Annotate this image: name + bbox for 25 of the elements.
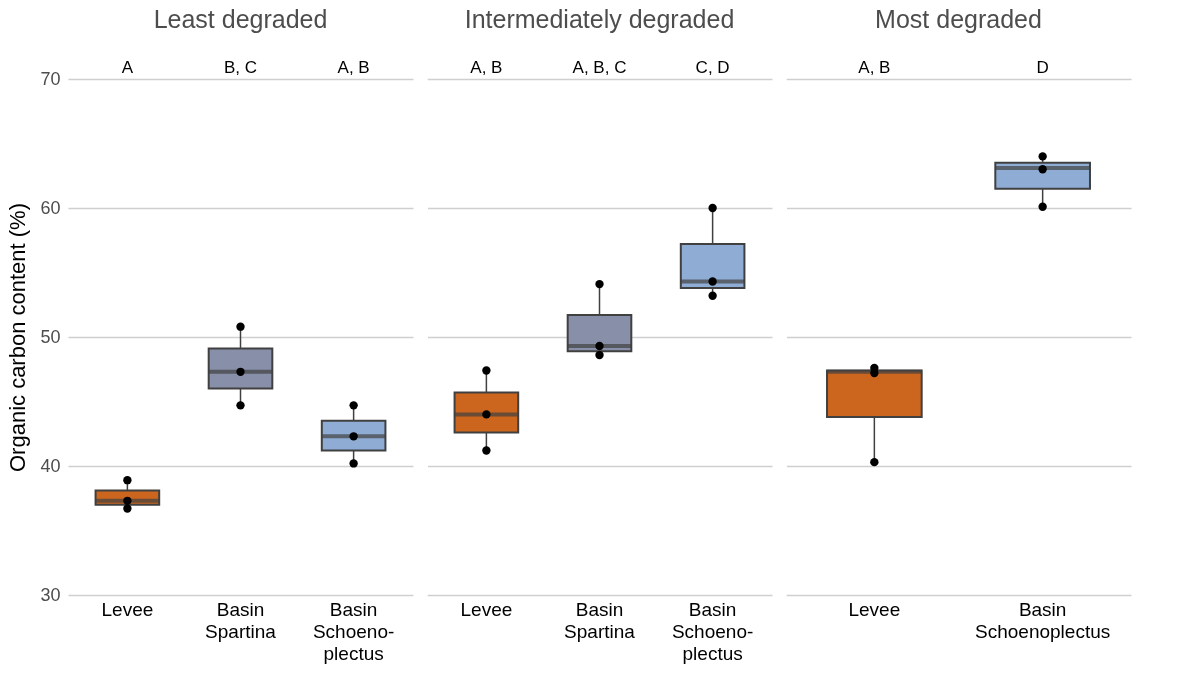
y-tick-label: 30 (40, 584, 61, 605)
y-axis-title: Organic carbon content (%) (5, 202, 31, 473)
chart-title: Intermediately degraded (464, 5, 735, 33)
x-tick-label: Levee (101, 598, 154, 620)
text: D (1036, 58, 1049, 77)
x-tick-label: Basin Schoeno- plectus (312, 598, 395, 664)
chart-title: Least degraded (153, 5, 328, 33)
chart-title: Most degraded (875, 5, 1042, 33)
y-tick-label: 70 (40, 68, 61, 89)
x-tick-label: Basin Schoeno- plectus (671, 598, 754, 664)
text: A, B, C (572, 58, 627, 77)
text: A, B (337, 58, 370, 77)
y-tick-label: 60 (40, 197, 61, 218)
x-tick-label: Basin Spartina (205, 598, 277, 642)
x-tick-label: Levee (848, 598, 901, 620)
text: B, C (223, 58, 258, 77)
y-tick-label: 40 (40, 455, 61, 476)
x-tick-label: Basin Spartina (564, 598, 636, 642)
text: A, B (470, 58, 503, 77)
x-tick-label: Basin Schoenoplectus (975, 598, 1111, 642)
text: C, D (695, 58, 730, 77)
x-tick-label: Levee (460, 598, 513, 620)
text: A (121, 58, 134, 77)
text: A, B (858, 58, 891, 77)
y-tick-label: 50 (40, 326, 61, 347)
